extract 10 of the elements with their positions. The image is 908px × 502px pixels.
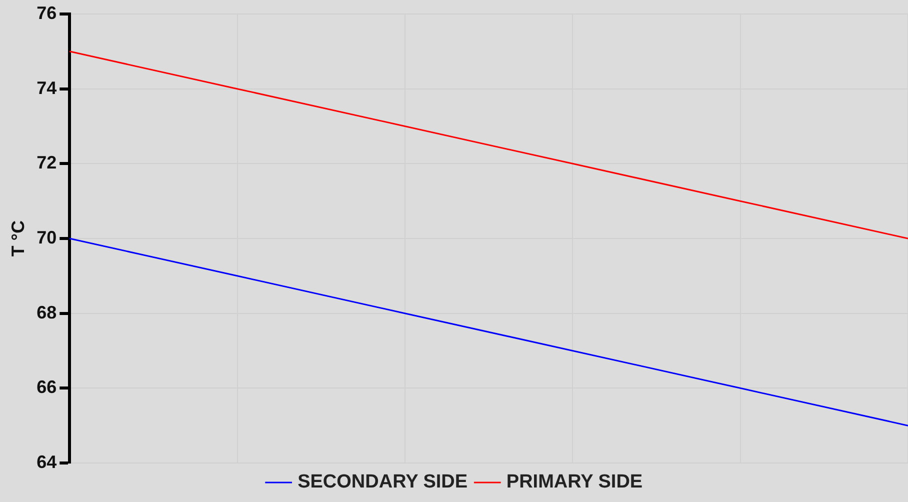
y-tick-label: 70 xyxy=(36,227,57,248)
y-tick-label: 68 xyxy=(36,302,57,322)
y-tick-label: 72 xyxy=(36,152,57,173)
y-tick-label: 66 xyxy=(36,377,57,398)
y-tick-label: 74 xyxy=(36,78,57,98)
y-tick-label: 64 xyxy=(36,452,57,472)
legend-label: SECONDARY SIDE xyxy=(298,472,468,493)
legend-label: PRIMARY SIDE xyxy=(506,472,643,493)
y-axis-title: T °C xyxy=(8,220,28,257)
y-tick-label: 76 xyxy=(36,2,57,23)
